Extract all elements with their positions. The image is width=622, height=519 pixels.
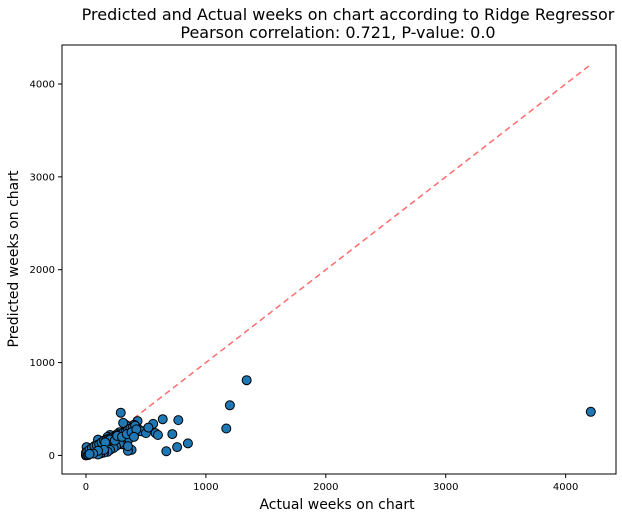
data-point [224, 400, 235, 411]
x-tick-label: 0 [83, 482, 89, 493]
y-tick-label: 1000 [30, 358, 55, 369]
data-point [143, 422, 154, 433]
y-axis-ticks: 0 1000 2000 3000 4000 [30, 80, 62, 462]
y-tick-label: 0 [49, 451, 55, 462]
y-tick-label: 4000 [30, 80, 55, 91]
data-point [173, 415, 184, 426]
y-tick-label: 2000 [30, 265, 55, 276]
x-axis-ticks: 0 1000 2000 3000 4000 [83, 474, 578, 493]
data-point [585, 406, 596, 417]
reference-line [85, 64, 591, 457]
chart-subtitle: Pearson correlation: 0.721, P-value: 0.0 [180, 23, 495, 42]
data-point [157, 414, 168, 425]
x-tick-label: 3000 [433, 482, 458, 493]
data-point [221, 423, 232, 434]
data-point [128, 431, 139, 442]
y-tick-label: 3000 [30, 172, 55, 183]
data-point [118, 417, 129, 428]
x-tick-label: 1000 [193, 482, 218, 493]
x-tick-label: 4000 [553, 482, 578, 493]
data-point [161, 446, 172, 457]
data-point [84, 449, 95, 460]
x-tick-label: 2000 [313, 482, 338, 493]
chart-title: Predicted and Actual weeks on chart acco… [82, 5, 615, 24]
data-point [182, 438, 193, 449]
data-point [122, 441, 133, 452]
y-axis-label: Predicted weeks on chart [6, 170, 22, 347]
data-point [241, 375, 252, 386]
data-point [115, 407, 126, 418]
x-axis-label: Actual weeks on chart [259, 497, 415, 513]
data-point [152, 430, 163, 440]
data-point [167, 429, 178, 440]
data-points [80, 375, 596, 461]
data-point [172, 442, 183, 453]
